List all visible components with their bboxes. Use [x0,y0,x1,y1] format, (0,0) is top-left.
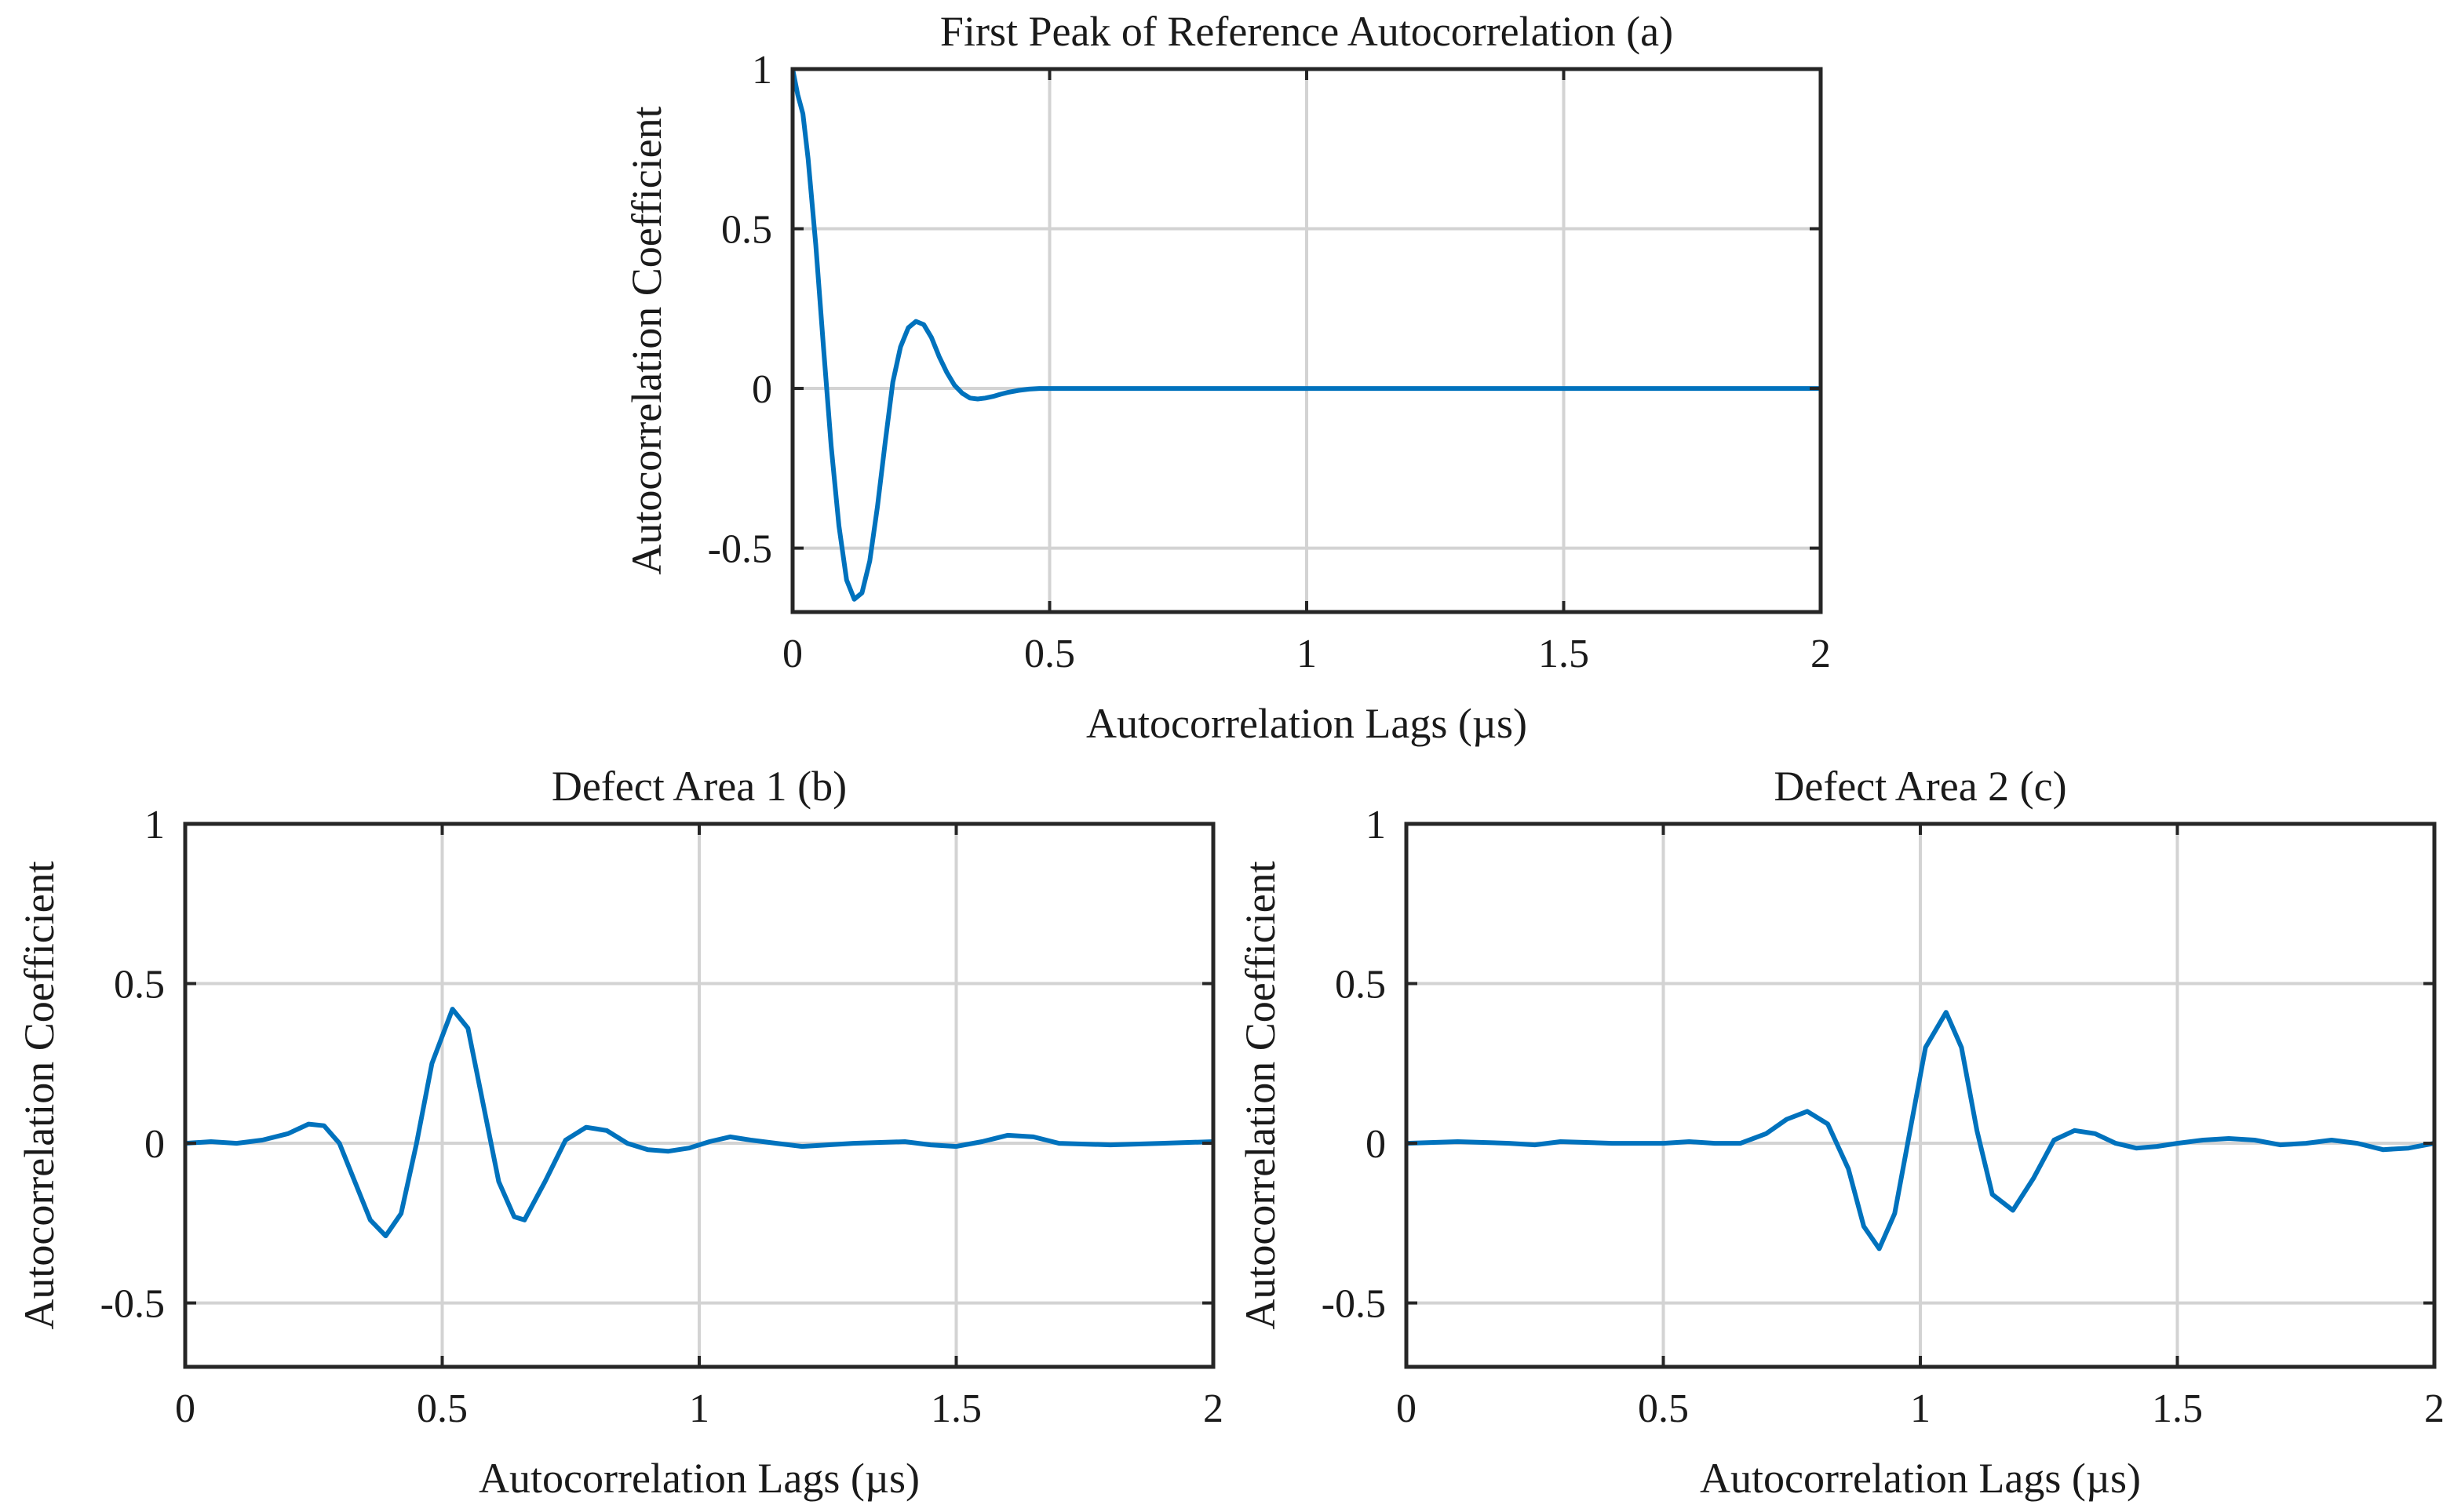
panel-b-x-axis-label: Autocorrelation Lags (µs) [479,1455,920,1502]
panel-a-title: First Peak of Reference Autocorrelation … [940,8,1673,55]
panel-b-ticks: 0 0.5 1 1.5 2 -0.5 0 0.5 1 [100,803,1223,1431]
panel-a-x-tick-label: 1 [1296,632,1317,676]
panel-a-y-tick-label: 0 [752,367,772,412]
panel-b-x-tick-label: 1.5 [931,1386,982,1431]
panel-c-gridlines [1406,824,2434,1367]
panel-b-y-tick-label: 1 [144,803,165,847]
panel-a-x-tick-label: 0 [782,632,803,676]
panel-c-x-axis-label: Autocorrelation Lags (µs) [1700,1455,2141,1502]
panel-c-x-tick-label: 1 [1910,1386,1931,1431]
panel-a-x-tick-label: 2 [1810,632,1831,676]
panel-b-gridlines [185,824,1213,1367]
panel-c-x-tick-label: 0.5 [1638,1386,1689,1431]
panel-c-defect-area-2: 0 0.5 1 1.5 2 -0.5 0 0.5 1 Defect Area 2 (c) Aut… [1237,763,2443,1502]
panel-b-title: Defect Area 1 (b) [552,763,847,810]
panel-c-x-tick-label: 1.5 [2152,1386,2203,1431]
panel-b-y-tick-label: -0.5 [100,1282,165,1327]
panel-c-y-axis-label: Autocorrelation Coefficient [1237,861,1284,1329]
panel-a-gridlines [793,69,1821,612]
panel-c-y-tick-label: 0 [1366,1122,1386,1167]
panel-a-y-tick-label: 0.5 [721,208,772,253]
panel-b-x-tick-label: 0 [175,1386,195,1431]
panel-b-x-tick-label: 2 [1203,1386,1223,1431]
panel-b-x-tick-label: 0.5 [417,1386,468,1431]
panel-c-title: Defect Area 2 (c) [1774,763,2066,810]
panel-c-series-line [1406,1010,2434,1251]
panel-b-y-tick-label: 0.5 [114,963,165,1007]
panel-a-x-tick-label: 1.5 [1538,632,1589,676]
panel-b-x-tick-label: 1 [689,1386,709,1431]
panel-b-y-axis-label: Autocorrelation Coefficient [16,861,63,1329]
panel-a-reference-autocorrelation: 0 0.5 1 1.5 2 -0.5 0 0.5 1 First Peak of Referen… [623,8,1831,747]
panel-b-y-tick-label: 0 [144,1122,165,1167]
panel-c-ticks: 0 0.5 1 1.5 2 -0.5 0 0.5 1 [1322,803,2443,1431]
panel-b-series-line [185,1007,1213,1239]
panel-b-defect-area-1: 0 0.5 1 1.5 2 -0.5 0 0.5 1 Defect Area 1 (b) Aut… [16,763,1223,1502]
panel-a-x-tick-label: 0.5 [1024,632,1075,676]
panel-c-y-tick-label: -0.5 [1322,1282,1386,1327]
panel-c-y-tick-label: 0.5 [1335,963,1386,1007]
panel-a-y-tick-label: -0.5 [708,527,772,572]
panel-a-y-tick-label: 1 [752,48,772,93]
panel-a-x-axis-label: Autocorrelation Lags (µs) [1086,700,1527,747]
panel-a-series-line [793,69,1821,602]
panel-a-ticks: 0 0.5 1 1.5 2 -0.5 0 0.5 1 [708,48,1831,676]
panel-c-x-tick-label: 0 [1396,1386,1417,1431]
panel-c-y-tick-label: 1 [1366,803,1386,847]
panel-c-x-tick-label: 2 [2424,1386,2443,1431]
panel-a-y-axis-label: Autocorrelation Coefficient [623,106,670,574]
